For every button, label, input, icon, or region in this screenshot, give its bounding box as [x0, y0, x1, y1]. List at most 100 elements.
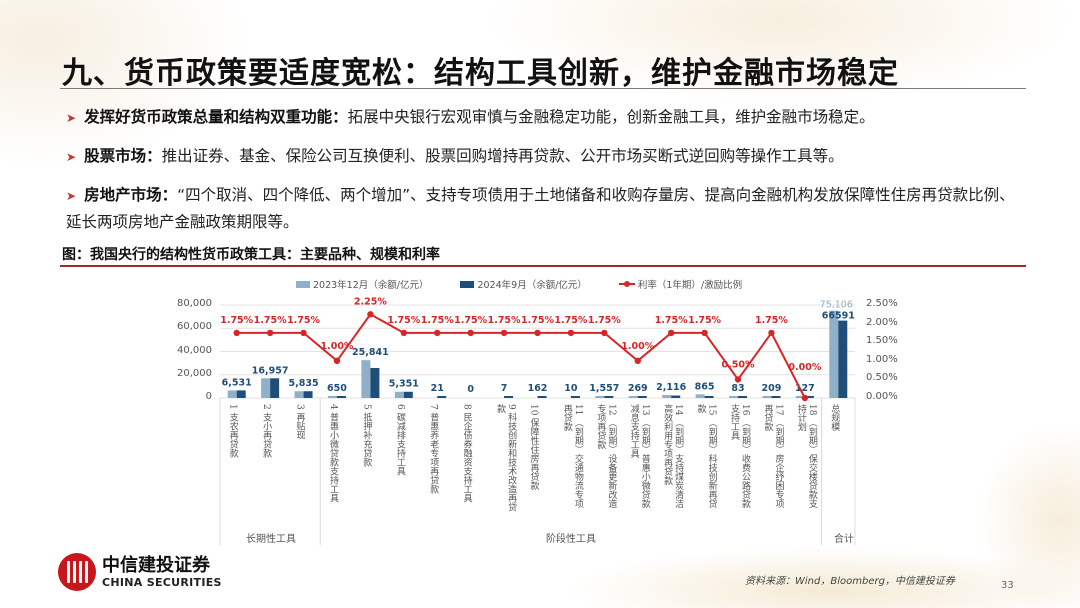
svg-text:6,531: 6,531 — [222, 377, 252, 388]
svg-text:2.25%: 2.25% — [354, 296, 387, 307]
svg-text:650: 650 — [327, 383, 347, 394]
x-category-label: 7 普惠养老专项再贷款 — [428, 404, 439, 494]
x-category-label: 13 （到期）普惠小微贷款减息支持工具 — [628, 404, 650, 509]
source-note: 资料来源：Wind，Bloomberg，中信建投证券 — [745, 576, 955, 587]
y-left-tick: 0 — [205, 391, 212, 402]
svg-text:7: 7 — [501, 383, 508, 394]
svg-text:1.75%: 1.75% — [488, 315, 521, 326]
x-category-label: 14 （到期）支持煤炭清洁高效利用专项再贷款 — [662, 404, 684, 509]
svg-text:1.75%: 1.75% — [454, 315, 487, 326]
bullet-item: ➤ 房地产市场：“四个取消、四个降低、两个增加”、支持专项债用于土地储备和收购存量… — [66, 182, 1026, 235]
svg-text:1.00%: 1.00% — [621, 341, 654, 352]
bullet-text: 拓展中央银行宏观审慎与金融稳定功能，创新金融工具，维护金融市场稳定。 — [347, 108, 875, 126]
svg-text:865: 865 — [695, 381, 715, 392]
page-number: 33 — [1001, 580, 1014, 591]
y-left-tick: 20,000 — [177, 367, 212, 379]
bullet-lead: 发挥好货币政策总量和结构双重功能： — [84, 108, 348, 126]
svg-text:5,351: 5,351 — [389, 379, 419, 390]
svg-text:16,957: 16,957 — [252, 365, 289, 376]
legend-label: 利率（1年期）/激励比例 — [637, 280, 743, 291]
bullet-text: “四个取消、四个降低、两个增加”、支持专项债用于土地储备和收购存量房、提高向金融… — [66, 186, 1015, 231]
y-right-tick: 1.00% — [866, 353, 898, 365]
svg-text:1.75%: 1.75% — [521, 315, 554, 326]
svg-text:83: 83 — [731, 383, 744, 394]
group-label-phased: 阶段性工具 — [546, 534, 596, 545]
svg-text:0.50%: 0.50% — [722, 359, 755, 370]
company-logo: 中信建投证券 CHINA SECURITIES — [58, 553, 222, 591]
svg-text:10: 10 — [564, 383, 578, 394]
x-category-label: 11 （到期）交通物流专项再贷款 — [561, 404, 583, 509]
svg-text:269: 269 — [628, 383, 648, 394]
legend-swatch-2024 — [460, 280, 475, 288]
bullet-list: ➤ 发挥好货币政策总量和结构双重功能：拓展中央银行宏观审慎与金融稳定功能，创新金融… — [66, 104, 1026, 247]
arrow-bullet-icon: ➤ — [66, 150, 77, 164]
bullet-text: 推出证券、基金、保险公司互换便利、股票回购增持再贷款、公开市场买断式逆回购等操作… — [161, 147, 844, 165]
x-category-label: 12 （到期）设备更新改造专项再贷款 — [595, 404, 617, 509]
svg-text:1.75%: 1.75% — [588, 315, 621, 326]
x-category-label: 总规模 — [829, 404, 840, 431]
x-category-label: 5 抵押补充贷款 — [361, 404, 372, 467]
legend-item-2024: 2024年9月（余额/亿元） — [460, 277, 587, 291]
x-category-label: 6 碳减排支持工具 — [394, 404, 405, 476]
y-right-tick: 2.00% — [866, 316, 898, 328]
legend-item-2023: 2023年12月（余额/亿元） — [296, 277, 428, 291]
svg-text:75,106: 75,106 — [820, 300, 853, 311]
y-right-tick: 0.00% — [866, 391, 898, 402]
bullet-lead: 股票市场： — [84, 147, 162, 165]
y-right-tick: 1.50% — [866, 335, 898, 347]
group-label-total: 合计 — [834, 534, 854, 545]
legend-line-marker-icon — [618, 281, 635, 287]
x-category-label: 15 （到期）科技创新再贷款 — [695, 404, 717, 509]
svg-text:1.75%: 1.75% — [688, 315, 721, 326]
svg-text:1.75%: 1.75% — [421, 315, 454, 326]
svg-text:1.75%: 1.75% — [655, 315, 688, 326]
x-category-label: 3 再贴现 — [294, 404, 305, 440]
x-category-label: 4 普惠小微贷款支持工具 — [327, 404, 338, 503]
svg-text:127: 127 — [795, 383, 815, 394]
svg-text:162: 162 — [528, 383, 548, 394]
logo-en-text: CHINA SECURITIES — [102, 575, 222, 589]
x-category-label: 8 民企债券融资支持工具 — [461, 404, 472, 503]
x-category-label: 1 支农再贷款 — [227, 404, 238, 458]
svg-text:1.00%: 1.00% — [320, 341, 353, 352]
y-right-tick: 0.50% — [866, 372, 898, 384]
svg-text:1.75%: 1.75% — [220, 315, 253, 326]
svg-text:1.75%: 1.75% — [755, 315, 788, 326]
figure-divider — [60, 265, 1026, 267]
x-category-label: 16 （到期）收费公路贷款支持工具 — [729, 404, 751, 509]
x-category-label: 17 （到期）房企纾困专项再贷款 — [762, 404, 784, 509]
group-label-long-term: 长期性工具 — [246, 534, 296, 545]
citic-logo-icon — [58, 553, 96, 591]
y-left-tick: 60,000 — [177, 321, 212, 333]
svg-text:1.75%: 1.75% — [254, 315, 287, 326]
y-right-tick: 2.50% — [866, 298, 898, 309]
legend-label: 2023年12月（余额/亿元） — [313, 280, 429, 291]
figure-caption: 图：我国央行的结构性货币政策工具：主要品种、规模和利率 — [62, 247, 440, 263]
svg-text:1.75%: 1.75% — [287, 315, 320, 326]
bullet-item: ➤ 股票市场：推出证券、基金、保险公司互换便利、股票回购增持再贷款、公开市场买断式… — [66, 143, 1026, 170]
legend-item-rate: 利率（1年期）/激励比例 — [618, 277, 743, 291]
y-left-tick: 40,000 — [177, 344, 212, 356]
x-category-label: 9 科技创新和技术改造再贷款 — [495, 404, 517, 512]
svg-text:1.75%: 1.75% — [554, 315, 587, 326]
svg-text:2,116: 2,116 — [656, 382, 686, 393]
logo-cn-text: 中信建投证券 — [102, 554, 210, 576]
y-left-tick: 80,000 — [177, 298, 212, 309]
arrow-bullet-icon: ➤ — [66, 189, 77, 203]
svg-text:1.75%: 1.75% — [387, 315, 420, 326]
x-category-label: 10 保障性住房再贷款 — [528, 404, 539, 491]
svg-text:25,841: 25,841 — [352, 347, 389, 358]
x-category-label: 2 支小再贷款 — [261, 404, 272, 458]
svg-text:209: 209 — [762, 383, 782, 394]
arrow-bullet-icon: ➤ — [66, 111, 77, 125]
x-category-label: 18 （到期）保交楼贷款支持计划 — [795, 404, 817, 509]
chart-legend: 2023年12月（余额/亿元） 2024年9月（余额/亿元） 利率（1年期）/激… — [296, 277, 742, 291]
svg-text:5,835: 5,835 — [289, 378, 319, 389]
page-title: 九、货币政策要适度宽松：结构工具创新，维护金融市场稳定 — [62, 56, 899, 91]
bullet-item: ➤ 发挥好货币政策总量和结构双重功能：拓展中央银行宏观审慎与金融稳定功能，创新金融… — [66, 104, 1026, 131]
svg-text:1,557: 1,557 — [589, 383, 619, 394]
svg-text:0: 0 — [467, 384, 474, 395]
legend-swatch-2023 — [296, 280, 310, 288]
svg-text:66591: 66591 — [822, 311, 855, 322]
bullet-lead: 房地产市场： — [84, 186, 178, 204]
